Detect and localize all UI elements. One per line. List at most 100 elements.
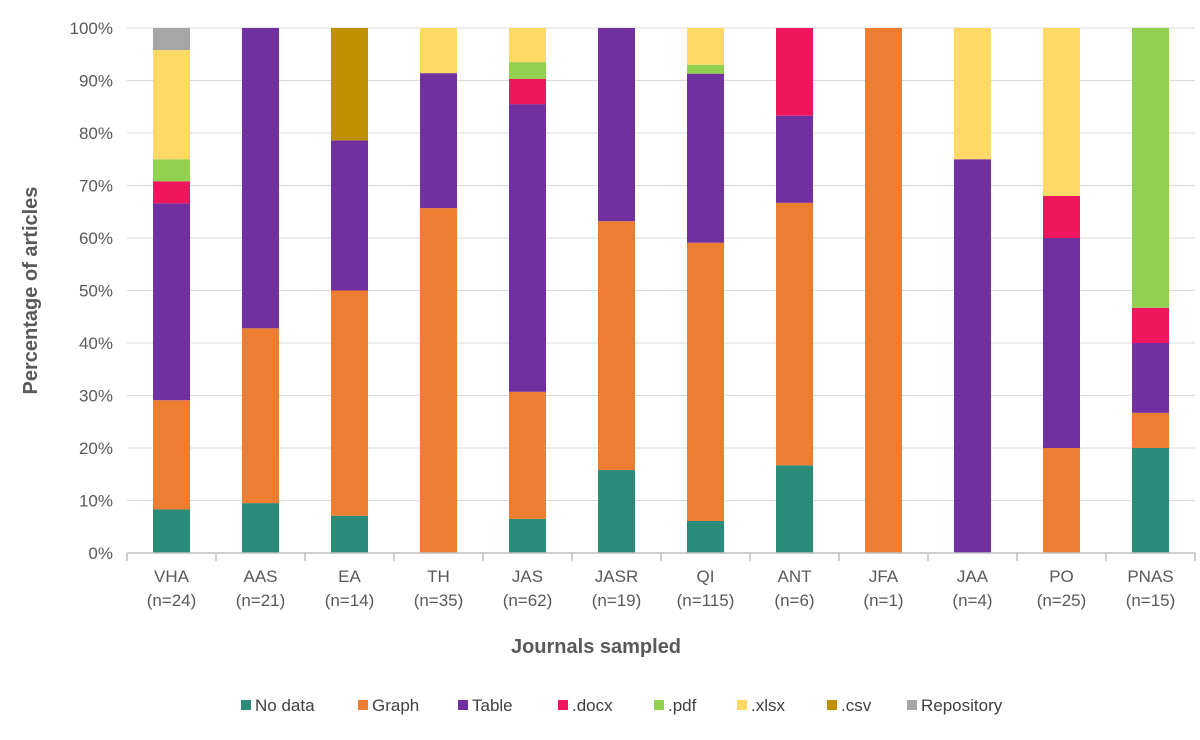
legend-label: Graph <box>372 696 419 715</box>
x-tick-label-count: (n=62) <box>503 591 553 610</box>
y-tick-label: 70% <box>79 177 113 196</box>
legend-label: Table <box>472 696 513 715</box>
y-tick-label: 0% <box>88 544 113 563</box>
x-tick-label-count: (n=35) <box>414 591 464 610</box>
bar-segment-vha-repository <box>153 28 190 51</box>
bar-segment-jaa-table <box>954 159 991 553</box>
bar-segment-pnas-no data <box>1132 448 1169 553</box>
bar-segment-ea-no data <box>331 515 368 553</box>
x-tick-label-journal: JFA <box>869 567 899 586</box>
bar-segment-po-xlsx <box>1043 28 1080 196</box>
x-tick-label-journal: ANT <box>778 567 812 586</box>
legend-label: .xlsx <box>751 696 786 715</box>
y-tick-label: 30% <box>79 387 113 406</box>
legend-swatch <box>654 700 664 710</box>
legend-label: .docx <box>572 696 613 715</box>
x-tick-label-count: (n=14) <box>325 591 375 610</box>
x-tick-label-journal: PO <box>1049 567 1074 586</box>
y-tick-label: 40% <box>79 334 113 353</box>
legend-label: .csv <box>841 696 872 715</box>
legend-swatch <box>458 700 468 710</box>
bar-segment-vha-no data <box>153 509 190 553</box>
x-tick-label-journal: PNAS <box>1127 567 1173 586</box>
bar-segment-ea-graph <box>331 290 368 516</box>
bar-segment-po-table <box>1043 238 1080 448</box>
y-tick-labels: 0% 10% 20% 30% 40% 50% 60% 70% 80% 90% 100% <box>70 19 113 563</box>
x-tick-label-count: (n=115) <box>677 591 735 610</box>
x-tick-label-count: (n=21) <box>236 591 286 610</box>
legend: No data Graph Table .docx .pdf .xlsx .csv Repos… <box>241 696 1003 715</box>
legend-swatch <box>827 700 837 710</box>
legend-label: .pdf <box>668 696 697 715</box>
bar-segment-aas-no data <box>242 503 279 553</box>
x-tick-marks <box>126 553 1196 561</box>
bar-segment-pnas-docx <box>1132 307 1169 343</box>
bar-segment-ant-no data <box>776 465 813 553</box>
y-tick-label: 50% <box>79 282 113 301</box>
bar-segment-th-graph <box>420 208 457 553</box>
y-tick-label: 20% <box>79 439 113 458</box>
x-tick-label-count: (n=1) <box>863 591 903 610</box>
y-axis-title: Percentage of articles <box>20 187 42 395</box>
y-tick-label: 100% <box>70 19 113 38</box>
bar-segment-qi-table <box>687 73 724 243</box>
x-tick-label-journal: EA <box>338 567 361 586</box>
bar-segment-vha-xlsx <box>153 50 190 160</box>
x-tick-label-count: (n=6) <box>774 591 814 610</box>
legend-label: Repository <box>921 696 1003 715</box>
x-tick-label-journal: JAS <box>512 567 543 586</box>
y-tick-label: 90% <box>79 72 113 91</box>
bar-segment-jas-no data <box>509 518 546 553</box>
bar-segment-po-docx <box>1043 196 1080 238</box>
bar-segment-jasr-table <box>598 28 635 222</box>
bar-segment-th-xlsx <box>420 28 457 74</box>
legend-swatch <box>241 700 251 710</box>
x-tick-label-count: (n=4) <box>952 591 992 610</box>
bar-segment-vha-docx <box>153 181 190 204</box>
bar-segment-pnas-table <box>1132 343 1169 413</box>
x-tick-label-journal: TH <box>427 567 450 586</box>
y-gridlines <box>127 27 1195 501</box>
bar-segment-jfa-graph <box>865 28 902 553</box>
x-axis-title: Journals sampled <box>511 636 681 658</box>
bar-segment-aas-graph <box>242 328 279 504</box>
bar-segment-jas-pdf <box>509 62 546 79</box>
bar-segment-vha-table <box>153 203 190 401</box>
bar-segment-qi-graph <box>687 242 724 521</box>
bars <box>153 28 1169 553</box>
bar-segment-ant-table <box>776 115 813 203</box>
bar-segment-vha-pdf <box>153 159 190 182</box>
bar-segment-pnas-pdf <box>1132 28 1169 308</box>
x-tick-label-count: (n=25) <box>1037 591 1087 610</box>
bar-segment-jas-table <box>509 104 546 392</box>
bar-segment-jasr-graph <box>598 221 635 471</box>
bar-segment-jaa-xlsx <box>954 28 991 160</box>
y-tick-label: 80% <box>79 124 113 143</box>
legend-swatch <box>907 700 917 710</box>
y-tick-label: 60% <box>79 229 113 248</box>
bar-segment-jas-xlsx <box>509 28 546 63</box>
bar-segment-aas-table <box>242 28 279 329</box>
bar-segment-po-graph <box>1043 448 1080 553</box>
bar-segment-ant-graph <box>776 202 813 466</box>
bar-segment-qi-xlsx <box>687 28 724 65</box>
x-tick-label-journal: VHA <box>154 567 190 586</box>
bar-segment-ea-csv <box>331 28 368 141</box>
x-tick-label-journal: AAS <box>243 567 277 586</box>
bar-segment-th-table <box>420 73 457 209</box>
bar-segment-qi-pdf <box>687 64 724 74</box>
x-tick-label-count: (n=19) <box>592 591 642 610</box>
x-tick-label-count: (n=15) <box>1126 591 1176 610</box>
bar-segment-jasr-no data <box>598 470 635 553</box>
bar-segment-ea-table <box>331 140 368 291</box>
bar-segment-vha-graph <box>153 400 190 510</box>
bar-segment-pnas-graph <box>1132 412 1169 448</box>
x-tick-label-count: (n=24) <box>147 591 197 610</box>
legend-swatch <box>358 700 368 710</box>
x-tick-label-journal: QI <box>697 567 715 586</box>
x-tick-labels: VHA (n=24) AAS (n=21) EA (n=14) TH (n=35) JAS (n=… <box>147 567 1176 610</box>
legend-label: No data <box>255 696 315 715</box>
x-tick-label-journal: JAA <box>957 567 989 586</box>
x-tick-label-journal: JASR <box>595 567 638 586</box>
